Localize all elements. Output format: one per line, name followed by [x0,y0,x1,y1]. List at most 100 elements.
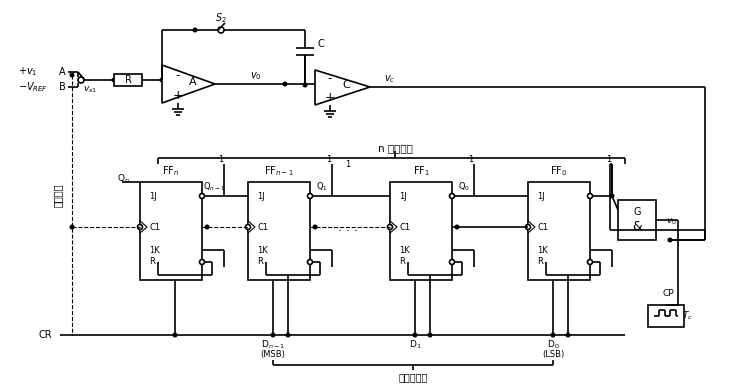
Text: Q$_1$: Q$_1$ [316,181,328,193]
Circle shape [413,333,417,337]
Text: D$_0$: D$_0$ [547,339,559,351]
Text: $v_0$: $v_0$ [250,70,262,82]
Polygon shape [315,70,370,105]
Circle shape [307,193,312,198]
Circle shape [525,224,530,230]
Text: 定时信号: 定时信号 [53,183,63,207]
Text: R: R [124,75,132,85]
Text: $+v_1$: $+v_1$ [18,66,37,79]
Text: +: + [173,89,183,102]
Text: 1: 1 [606,154,612,163]
Text: Q$_0$: Q$_0$ [458,181,470,193]
Circle shape [246,224,251,230]
Circle shape [304,83,307,87]
Text: 1J: 1J [399,191,407,200]
Polygon shape [248,221,255,233]
Circle shape [610,194,614,198]
Circle shape [307,259,312,265]
Circle shape [388,224,393,230]
Text: 1J: 1J [537,191,545,200]
Circle shape [588,259,592,265]
Text: 1: 1 [219,154,224,163]
Text: R: R [399,258,405,266]
Text: Q$_{n-1}$: Q$_{n-1}$ [202,181,225,193]
Circle shape [449,259,455,265]
Polygon shape [140,221,147,233]
Text: B: B [59,82,65,92]
Circle shape [218,27,224,33]
Text: &: & [632,219,642,233]
Circle shape [78,77,84,83]
Bar [528,182,590,280]
Text: 1: 1 [345,159,350,168]
Text: 1J: 1J [257,191,265,200]
Text: -: - [176,70,180,82]
Text: G: G [633,207,641,217]
Text: $v_0$: $v_0$ [666,217,677,227]
Text: (LSB): (LSB) [542,349,564,359]
Bar [390,182,452,280]
Circle shape [283,82,286,86]
Text: Q$_n$: Q$_n$ [118,173,130,185]
Text: $-V_{REF}$: $-V_{REF}$ [18,80,48,94]
Text: A: A [59,67,65,77]
Circle shape [668,238,672,242]
Circle shape [272,333,275,337]
Text: 1K: 1K [537,245,548,254]
Circle shape [193,28,197,32]
Text: (MSB): (MSB) [260,349,286,359]
Circle shape [455,225,459,229]
Text: FF$_{n-1}$: FF$_{n-1}$ [264,164,294,178]
Polygon shape [162,65,215,103]
Circle shape [199,259,205,265]
Text: D$_1$: D$_1$ [408,339,421,351]
Text: C: C [342,80,350,90]
Text: n 级计数器: n 级计数器 [377,143,412,153]
Text: 1K: 1K [257,245,268,254]
Text: D$_{n-1}$: D$_{n-1}$ [261,339,285,351]
Text: 1: 1 [469,154,474,163]
Circle shape [160,78,164,82]
Circle shape [588,193,592,198]
Text: 数字量输出: 数字量输出 [398,372,428,382]
Circle shape [429,333,432,337]
Text: CR: CR [39,330,52,340]
Text: C1: C1 [149,223,160,231]
Text: R: R [537,258,543,266]
Text: FF$_0$: FF$_0$ [551,164,568,178]
Text: C1: C1 [537,223,548,231]
Bar [618,200,656,240]
Text: A: A [189,77,197,87]
Circle shape [138,224,143,230]
Text: 1K: 1K [149,245,160,254]
Circle shape [566,333,570,337]
Circle shape [286,333,290,337]
Circle shape [205,225,209,229]
Bar [114,74,142,86]
Bar [140,182,202,280]
Polygon shape [528,221,535,233]
Polygon shape [390,221,397,233]
Text: $T_c$: $T_c$ [682,310,693,322]
Circle shape [199,193,205,198]
Bar [648,305,684,327]
Circle shape [70,225,74,229]
Circle shape [173,333,177,337]
Text: C1: C1 [257,223,268,231]
Text: R: R [149,258,155,266]
Text: C: C [318,39,324,49]
Text: $S_2$: $S_2$ [215,11,227,25]
Text: $v_{s1}$: $v_{s1}$ [83,85,97,95]
Text: -: - [328,72,333,86]
Text: FF$_n$: FF$_n$ [162,164,179,178]
Circle shape [112,78,116,82]
Circle shape [551,333,555,337]
Text: . . .: . . . [338,221,358,233]
Text: R: R [257,258,263,266]
Text: 1: 1 [327,154,332,163]
Text: 1J: 1J [149,191,157,200]
Text: FF$_1$: FF$_1$ [412,164,429,178]
Text: $v_c$: $v_c$ [385,73,396,85]
Bar [248,182,310,280]
Text: +: + [324,91,336,103]
